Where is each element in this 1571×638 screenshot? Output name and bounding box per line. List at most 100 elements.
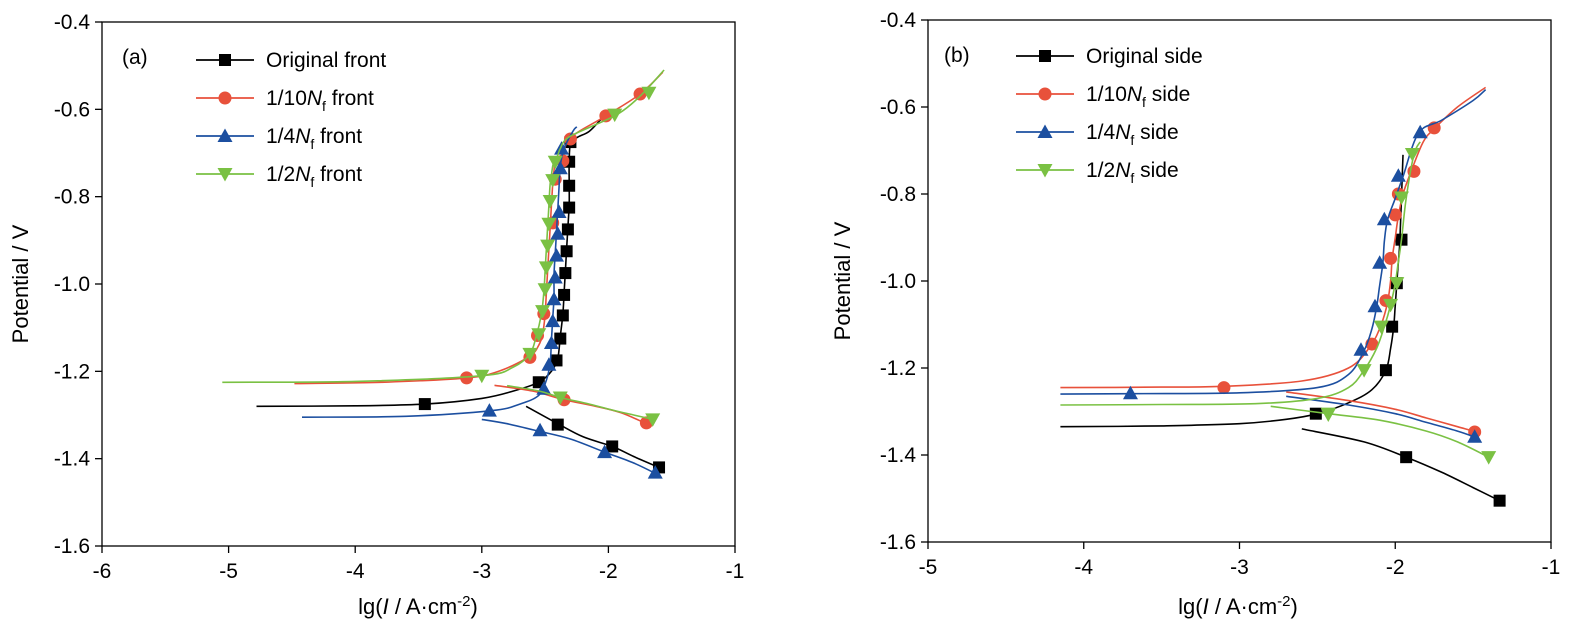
series-triangle-down-3 [222,69,665,427]
x-axis-label-sup-a: -2 [457,593,470,610]
legend-label: 1/4Nf front [266,125,362,152]
data-point [641,86,657,101]
legend-entry: Original front [196,49,386,72]
data-point [538,261,554,275]
legend-label: 1/4Nf side [1086,121,1179,148]
plot-frame-a [101,21,736,547]
data-point [542,195,558,209]
curves-b [1060,86,1506,507]
data-point [606,440,619,453]
data-point [1122,385,1138,400]
x-tick-label: -5 [919,556,938,579]
y-tick-label: -1.6 [54,535,90,558]
series-branch-line [494,384,647,425]
y-tick-label: -1.6 [880,531,916,554]
data-point [647,465,663,479]
data-point [547,269,563,284]
legend-marker [1038,87,1052,101]
y-tick-label: -0.6 [880,96,916,119]
data-point [541,217,557,232]
data-point [460,371,474,385]
data-point [1384,251,1398,265]
legend-label: Original side [1086,45,1203,68]
legend-entry: 1/2Nf front [196,163,362,190]
series-line [1060,86,1487,389]
legend-marker [217,168,233,182]
y-tick-label: -0.6 [54,98,90,121]
data-point [563,201,576,214]
y-tick-label: -1.2 [880,357,916,380]
plot-frame-b [927,19,1552,543]
x-axis-label-mid-b: / A·cm [1209,594,1277,619]
x-tick-label: -3 [472,560,491,583]
legend-marker [1037,164,1053,178]
legend-entry: 1/10Nf front [196,87,374,114]
legend-a: Original front 1/10Nf front 1/4Nf front 1/2… [196,49,386,190]
y-tick-label: -1.2 [54,360,90,383]
series-branch-line [1301,428,1500,502]
data-point [633,87,647,101]
panel-b: -5 -4 -3 -2 -1 -1.6 -1.4 -1.2 -1.0 -0.8 -0.6 -0.4 O… [830,9,1560,619]
x-axis-label-suffix-b: ) [1291,594,1298,619]
series-branch-line [1286,391,1474,432]
x-tick-label: -2 [1386,556,1405,579]
data-point [1393,191,1409,205]
y-axis-label-a: Potential / V [8,224,33,343]
y-tick-label: -0.8 [54,186,90,209]
y-tick-label: -1.4 [880,444,917,467]
data-point [1386,320,1399,333]
data-point [554,141,570,155]
data-point [1376,211,1392,226]
series-triangle-up-2 [1060,88,1487,443]
data-point [551,418,564,431]
data-point [551,204,567,218]
x-axis-label-b: lg(I / A·cm-2) [1178,593,1298,620]
legend-entry: 1/2Nf side [1016,159,1179,186]
legend-marker [1037,124,1053,138]
x-axis-label-suffix-a: ) [471,594,478,619]
data-point [1383,298,1399,313]
x-tick-label: -6 [93,560,112,583]
data-point [540,239,556,254]
y-axis-label-b: Potential / V [830,221,855,340]
x-tick-label: -4 [346,560,365,583]
legend-entry: 1/4Nf front [196,125,362,152]
data-point [1481,451,1497,465]
data-point [543,335,559,349]
data-point [1388,208,1402,222]
legend-label: 1/2Nf front [266,163,362,190]
data-point [1320,408,1336,423]
data-point [1389,277,1405,291]
x-axis-label-sup-b: -2 [1277,593,1290,610]
data-point [1400,451,1413,464]
data-point [1412,124,1428,139]
legend-b: Original side 1/10Nf side 1/4Nf side 1/2Nf … [1016,45,1203,186]
data-point [597,444,613,459]
data-point [1367,298,1383,313]
ticks-a: -6 -5 -4 -3 -2 -1 -1.6 -1.4 -1.2 -1.0 -0.8 -0.6 -0.4 [54,11,745,583]
data-point [1309,407,1322,420]
data-point [541,357,557,371]
data-point [1356,364,1372,378]
series-square-0 [256,117,666,474]
x-axis-label-prefix-a: lg( [358,594,383,619]
curves-a [222,69,666,479]
x-tick-label: -1 [1542,556,1561,579]
data-point [645,413,661,427]
x-tick-label: -2 [599,560,618,583]
data-point [552,160,568,175]
data-point [481,403,497,417]
legend-label: 1/10Nf side [1086,83,1190,110]
data-point [1379,364,1392,377]
legend-label: 1/2Nf side [1086,159,1179,186]
data-point [552,391,568,406]
legend-label: Original front [266,49,386,72]
data-point [1217,381,1231,395]
panel-a: -6 -5 -4 -3 -2 -1-1.6-1.4-1.2-1.0-0.8-0.6-0.4… [8,11,744,619]
y-tick-label: -0.4 [880,9,917,32]
data-point [554,332,567,345]
panel-label-b: (b) [944,44,970,67]
data-point [532,422,548,437]
x-tick-label: -5 [219,560,238,583]
